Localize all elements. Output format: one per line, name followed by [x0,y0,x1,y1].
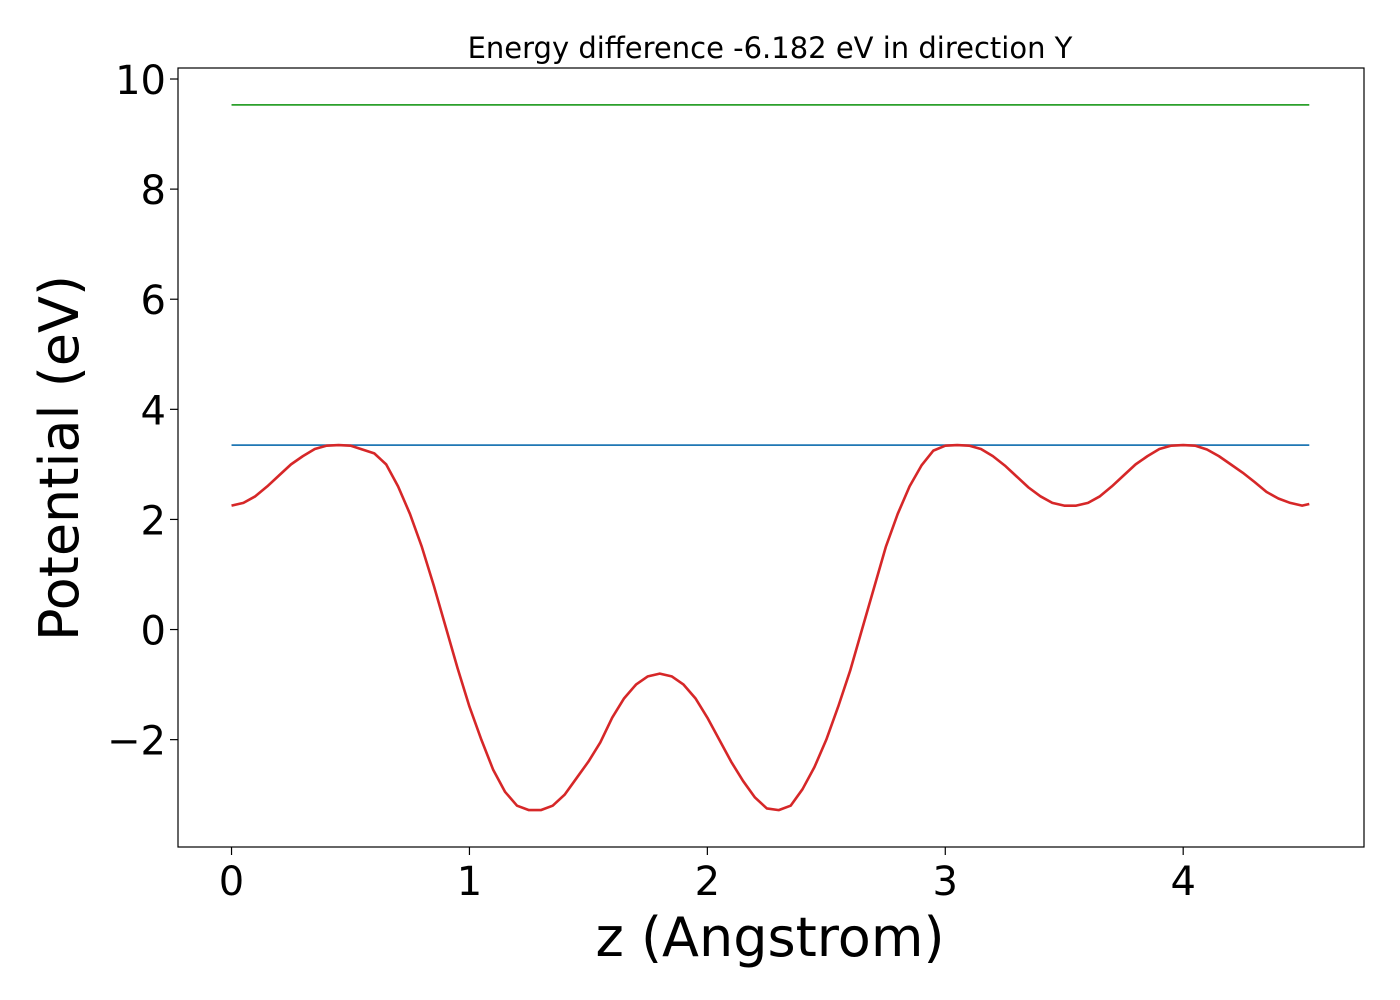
y-tick-label: 8 [141,168,166,214]
y-axis-ticks: −2 0 2 4 6 8 10 [107,58,178,765]
x-tick-label: 1 [457,859,482,905]
plot-area [231,103,1310,812]
y-tick-label: 10 [115,58,166,104]
x-axis-label: z (Angstrom) [595,906,944,969]
x-tick-label: 0 [219,859,244,905]
y-tick-label: 0 [141,609,166,655]
y-axis-label: Potential (eV) [28,275,91,641]
y-tick-label: 4 [141,388,166,434]
x-axis-ticks: 0 1 2 3 4 [219,847,1196,905]
x-tick-label: 4 [1170,859,1195,905]
y-tick-label: −2 [107,719,166,765]
series-line-2 [231,443,1310,812]
plot-frame [177,67,1365,848]
chart-title: Energy difference -6.182 eV in direction… [468,31,1073,65]
x-tick-label: 2 [695,859,720,905]
x-tick-label: 3 [933,859,958,905]
y-tick-label: 6 [141,278,166,324]
y-tick-label: 2 [141,498,166,544]
